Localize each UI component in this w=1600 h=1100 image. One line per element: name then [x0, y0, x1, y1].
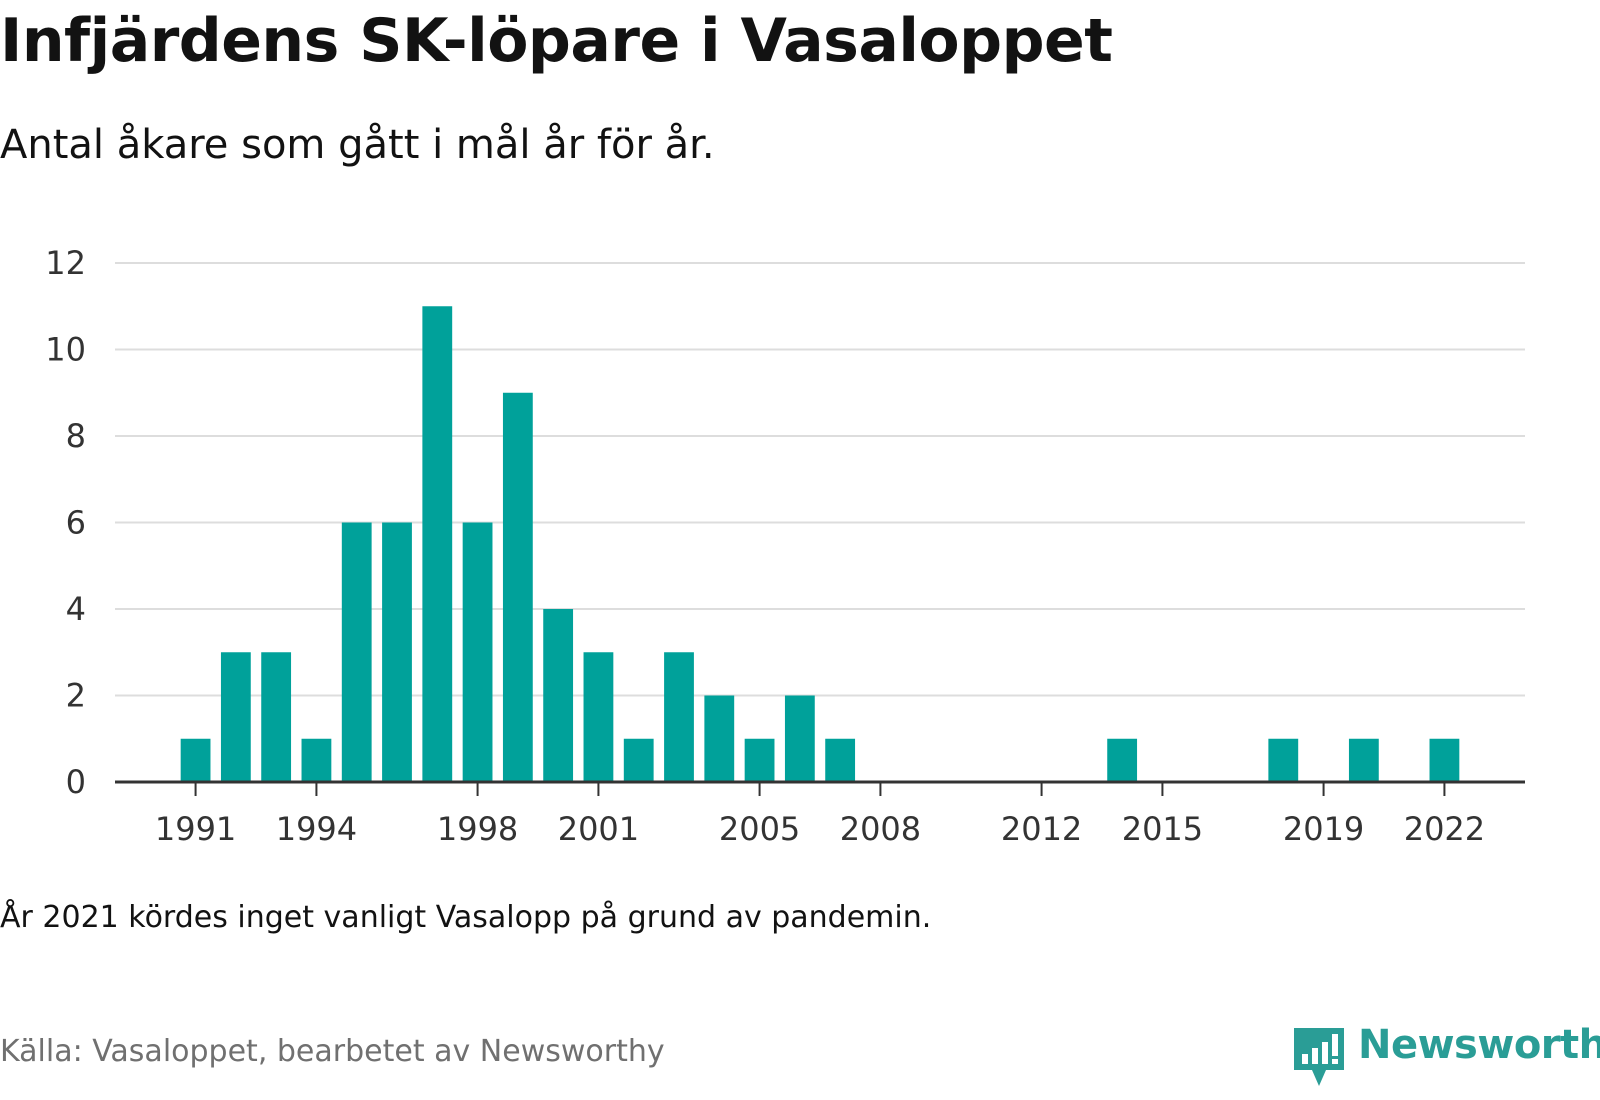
x-tick-label: 2001 — [558, 810, 639, 848]
chart-note: År 2021 kördes inget vanligt Vasalopp på… — [0, 900, 932, 935]
x-tick-label: 2022 — [1404, 810, 1485, 848]
x-tick-label: 1991 — [155, 810, 236, 848]
bar — [1107, 738, 1138, 782]
bar — [180, 738, 211, 782]
bar — [220, 652, 251, 782]
newsworthy-logo: Newsworthy — [1290, 1018, 1600, 1100]
bar — [1429, 738, 1460, 782]
source-text: Källa: Vasaloppet, bearbetet av Newswort… — [0, 1034, 665, 1069]
bar — [583, 652, 614, 782]
grid-lines — [115, 262, 1525, 697]
bar — [825, 738, 856, 782]
bar — [744, 738, 775, 782]
bar — [502, 392, 533, 782]
y-tick-label: 8 — [66, 417, 86, 455]
x-tick-label: 2005 — [719, 810, 800, 848]
bar — [422, 306, 453, 782]
bar — [382, 522, 412, 782]
y-tick-label: 6 — [66, 504, 86, 542]
bar — [301, 738, 332, 782]
bar — [543, 609, 574, 782]
bar — [261, 652, 292, 782]
y-tick-label: 2 — [66, 677, 86, 715]
x-tick-label: 2012 — [1001, 810, 1082, 848]
bar — [1348, 738, 1379, 782]
x-tick-label: 2008 — [840, 810, 921, 848]
y-tick-label: 10 — [45, 331, 86, 369]
y-tick-label: 4 — [66, 590, 86, 628]
x-axis — [115, 780, 1525, 796]
bar — [704, 695, 735, 782]
x-tick-label: 2019 — [1283, 810, 1364, 848]
chart-subtitle: Antal åkare som gått i mål år för år. — [0, 122, 715, 168]
bar — [784, 695, 815, 782]
x-tick-labels: 1991 1994 1998 2001 2005 2008 2012 2015 2019 2022 — [155, 810, 1485, 848]
chart-title: Infjärdens SK-löpare i Vasaloppet — [0, 6, 1113, 76]
y-tick-labels: 0 2 4 6 8 10 12 — [45, 244, 86, 801]
bar — [664, 652, 694, 782]
bar — [1268, 738, 1299, 782]
x-tick-label: 2015 — [1122, 810, 1203, 848]
y-tick-label: 0 — [66, 763, 86, 801]
bars — [180, 306, 1460, 782]
x-tick-label: 1998 — [437, 810, 518, 848]
bar — [462, 522, 493, 782]
logo-text: Newsworthy — [1358, 1022, 1600, 1068]
y-tick-label: 12 — [45, 244, 86, 282]
bar — [623, 738, 654, 782]
chart-bubble-icon — [1294, 1028, 1344, 1086]
x-tick-label: 1994 — [276, 810, 357, 848]
bar-chart: 0 2 4 6 8 10 12 1991 1994 1998 2001 2005 2008 2012 20… — [45, 244, 1525, 848]
bar — [341, 522, 372, 782]
